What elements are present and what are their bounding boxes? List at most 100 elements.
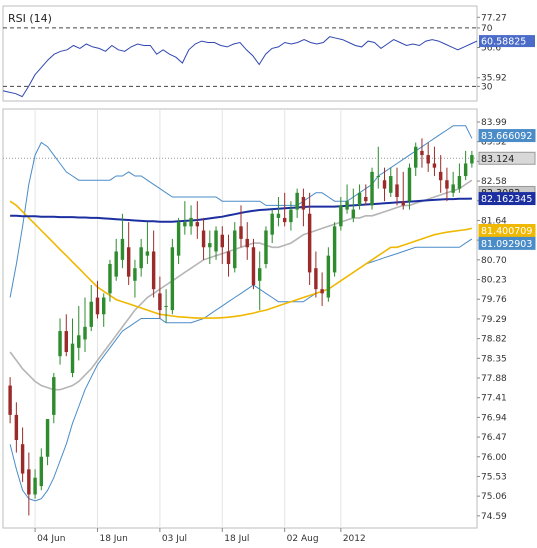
value-badge: [478, 236, 536, 250]
price-tick-label: 77.41: [481, 394, 507, 404]
price-tick-label: 78.82: [481, 335, 507, 345]
candle-down: [220, 234, 224, 248]
value-badge: [478, 223, 536, 237]
value-badge: [478, 151, 536, 165]
candle-down: [307, 213, 312, 273]
date-tick-label: 18 Jul: [224, 534, 249, 544]
ma-grey-line: [9, 179, 473, 391]
candle-up: [351, 209, 356, 218]
candle-up: [208, 243, 212, 248]
candle-down: [382, 180, 387, 189]
price-tick-label: 81.64: [481, 216, 507, 226]
candle-up: [357, 192, 362, 206]
date-tick-label: 18 Jun: [99, 534, 127, 544]
price-plot-frame: [2, 108, 478, 529]
candle-up: [214, 230, 218, 252]
candle-up: [376, 176, 380, 178]
candle-up: [89, 301, 93, 327]
rsi-tick-label: 30: [481, 82, 493, 92]
value-badge-label: 83.666092: [481, 131, 532, 142]
rsi-tick-label: 35.92: [481, 74, 507, 84]
price-axis: 83.9983.5283.0582.5882.1181.6481.1780.70…: [477, 118, 507, 522]
candle-down: [158, 293, 162, 311]
candle-down: [95, 297, 100, 315]
candle-up: [120, 238, 125, 260]
candle-down: [239, 226, 243, 239]
price-tick-label: 79.29: [481, 315, 507, 325]
candle-up: [114, 251, 118, 277]
candle-up: [332, 226, 337, 273]
candle-up: [58, 331, 62, 357]
rsi-badge-label: 60.58825: [481, 37, 526, 48]
price-tick-label: 76.00: [481, 453, 507, 463]
date-tick-label: 04 Jun: [37, 534, 65, 544]
candle-up: [326, 255, 331, 298]
candle-up: [389, 176, 393, 193]
price-tick-label: 80.23: [481, 276, 507, 286]
candle-up: [345, 201, 349, 210]
price-tick-label: 83.99: [481, 118, 507, 128]
candle-down: [27, 469, 31, 495]
candle-down: [20, 444, 25, 474]
bollinger-lower-line: [9, 238, 473, 502]
candle-up: [295, 192, 299, 210]
value-badge-label: 81.400709: [481, 226, 532, 237]
price-tick-label: 79.76: [481, 295, 507, 305]
price-tick-label: 80.70: [481, 256, 507, 266]
candle-up: [407, 167, 412, 202]
candle-down: [245, 238, 249, 248]
candle-down: [445, 180, 449, 189]
candle-up: [258, 268, 262, 281]
candle-down: [195, 222, 200, 227]
candle-up: [139, 247, 143, 269]
candle-up: [83, 326, 87, 340]
candle-up: [45, 419, 50, 457]
candle-down: [14, 414, 19, 441]
date-tick-label: 02 Aug: [287, 534, 319, 544]
candle-up: [145, 251, 150, 256]
candle-up: [164, 305, 168, 307]
candle-up: [463, 163, 468, 177]
value-badge: [478, 129, 536, 143]
price-tick-label: 78.35: [481, 354, 507, 364]
candle-down: [126, 247, 131, 277]
rsi-value-badge: 60.58825: [479, 35, 535, 48]
price-tick-label: 74.59: [481, 512, 507, 522]
rsi-title: RSI (14): [8, 12, 52, 25]
candle-down: [282, 217, 287, 223]
price-tick-label: 82.58: [481, 177, 507, 187]
price-tick-label: 76.47: [481, 433, 507, 443]
candle-up: [370, 171, 374, 206]
candle-up: [339, 205, 343, 227]
value-badge-label: 83.124: [481, 154, 514, 165]
candle-down: [8, 385, 12, 415]
candle-up: [133, 268, 137, 281]
candle-down: [395, 184, 399, 197]
candle-up: [270, 213, 274, 235]
candle-down: [364, 196, 368, 202]
candle-down: [201, 230, 206, 248]
candlestick-series: [8, 138, 474, 516]
date-tick-label: 2012: [343, 534, 366, 544]
candle-up: [289, 209, 293, 223]
price-panel: 83.9983.5283.0582.5882.1181.6481.1780.70…: [2, 108, 536, 544]
candle-up: [414, 146, 418, 168]
rsi-badge-box: [479, 35, 535, 48]
candle-up: [108, 264, 112, 294]
ma-orange-line: [9, 200, 473, 319]
value-badge-label: 82.162345: [481, 194, 532, 205]
candle-up: [176, 222, 181, 256]
candle-up: [457, 176, 462, 189]
candle-up: [233, 230, 237, 269]
candle-down: [401, 201, 405, 206]
value-badge: [478, 192, 536, 206]
candle-up: [33, 477, 37, 495]
candle-up: [470, 155, 474, 164]
rsi-tick-label: 77.27: [481, 13, 507, 23]
candle-down: [226, 251, 231, 265]
price-tick-label: 83.52: [481, 138, 507, 148]
bollinger-upper-line: [9, 125, 473, 298]
candle-down: [420, 150, 424, 156]
